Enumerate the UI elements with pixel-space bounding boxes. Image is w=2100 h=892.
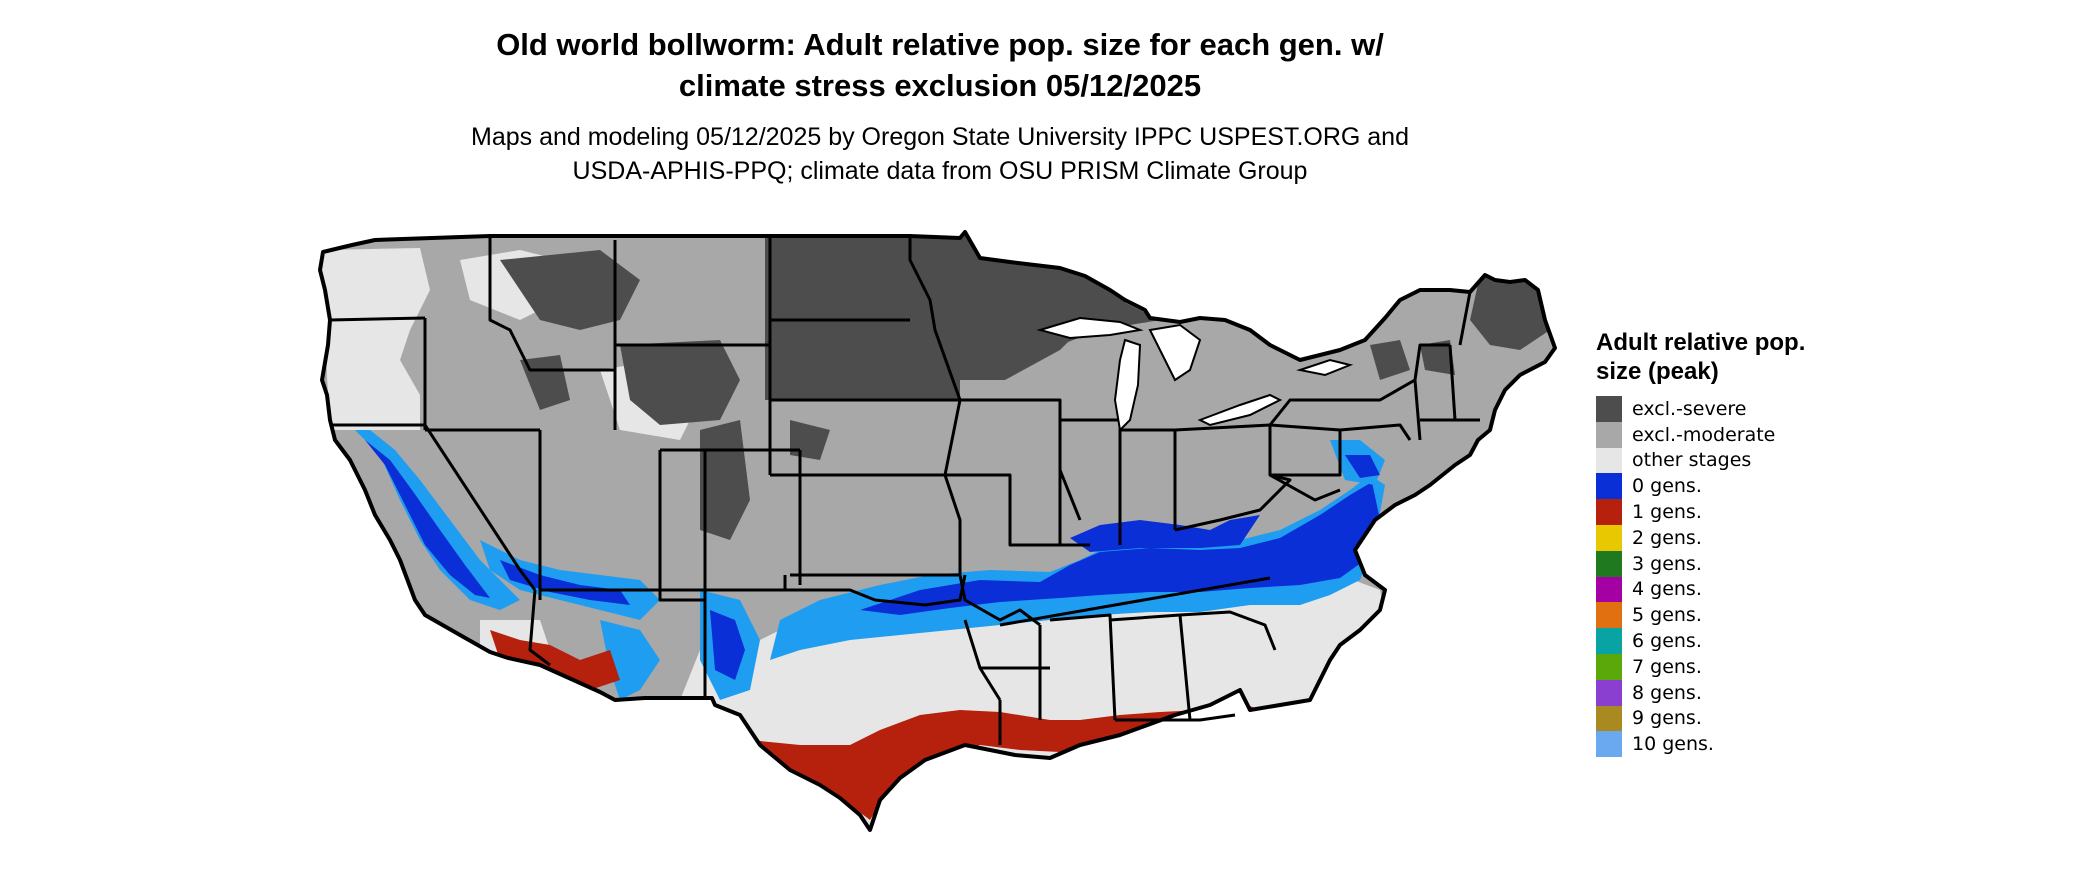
legend-item: other stages — [1596, 447, 1856, 474]
legend-swatch — [1596, 396, 1622, 422]
legend-item: excl.-severe — [1596, 396, 1856, 422]
map-subtitle: Maps and modeling 05/12/2025 by Oregon S… — [330, 120, 1550, 188]
legend-label: 8 gens. — [1632, 681, 1702, 704]
legend-item: 5 gens. — [1596, 602, 1856, 629]
legend-item: 7 gens. — [1596, 653, 1856, 680]
legend-label: other stages — [1632, 449, 1752, 472]
legend-swatch — [1596, 602, 1622, 629]
subtitle-line-2: USDA-APHIS-PPQ; climate data from OSU PR… — [572, 157, 1308, 185]
legend-label: 7 gens. — [1632, 655, 1702, 678]
legend-swatch — [1596, 576, 1622, 603]
legend-item: 9 gens. — [1596, 705, 1856, 732]
map-svg — [318, 230, 1557, 832]
legend-label: 6 gens. — [1632, 630, 1702, 653]
state-borders — [329, 236, 1480, 745]
legend-label: 3 gens. — [1632, 552, 1702, 575]
legend-item: 3 gens. — [1596, 550, 1856, 577]
legend-label: 9 gens. — [1632, 707, 1702, 730]
title-line-2: climate stress exclusion 05/12/2025 — [678, 68, 1202, 103]
legend-label: 10 gens. — [1632, 733, 1714, 756]
us-map — [310, 225, 1570, 890]
legend-swatch — [1596, 628, 1622, 654]
legend-item: 10 gens. — [1596, 731, 1856, 758]
legend-swatch — [1596, 731, 1622, 758]
legend-item: 8 gens. — [1596, 679, 1856, 706]
legend-label: 0 gens. — [1632, 475, 1702, 498]
legend-swatch — [1596, 421, 1622, 448]
legend-items: excl.-severe excl.-moderate other stages 0 … — [1596, 396, 1856, 758]
legend-item: 4 gens. — [1596, 576, 1856, 603]
title-line-1: Old world bollworm: Adult relative pop. … — [496, 27, 1384, 62]
legend-item: 0 gens. — [1596, 473, 1856, 500]
legend-swatch — [1596, 679, 1622, 706]
legend-label: excl.-moderate — [1632, 423, 1776, 446]
legend-label: 5 gens. — [1632, 604, 1702, 627]
legend-swatch — [1596, 550, 1622, 577]
legend-swatch — [1596, 473, 1622, 500]
legend-swatch — [1596, 705, 1622, 732]
legend-item: 2 gens. — [1596, 524, 1856, 551]
legend-label: 4 gens. — [1632, 578, 1702, 601]
legend: Adult relative pop. size (peak) excl.-se… — [1596, 328, 1856, 758]
map-title: Old world bollworm: Adult relative pop. … — [330, 24, 1550, 106]
subtitle-line-1: Maps and modeling 05/12/2025 by Oregon S… — [471, 123, 1409, 151]
legend-swatch — [1596, 524, 1622, 551]
great-lakes — [1036, 316, 1354, 433]
legend-item: 1 gens. — [1596, 499, 1856, 525]
legend-swatch — [1596, 653, 1622, 680]
legend-item: 6 gens. — [1596, 628, 1856, 654]
legend-swatch — [1596, 447, 1622, 474]
legend-label: excl.-severe — [1632, 397, 1747, 420]
legend-title: Adult relative pop. size (peak) — [1596, 329, 1806, 385]
legend-label: 2 gens. — [1632, 526, 1702, 549]
legend-item: excl.-moderate — [1596, 421, 1856, 448]
legend-label: 1 gens. — [1632, 501, 1702, 524]
legend-swatch — [1596, 499, 1622, 525]
